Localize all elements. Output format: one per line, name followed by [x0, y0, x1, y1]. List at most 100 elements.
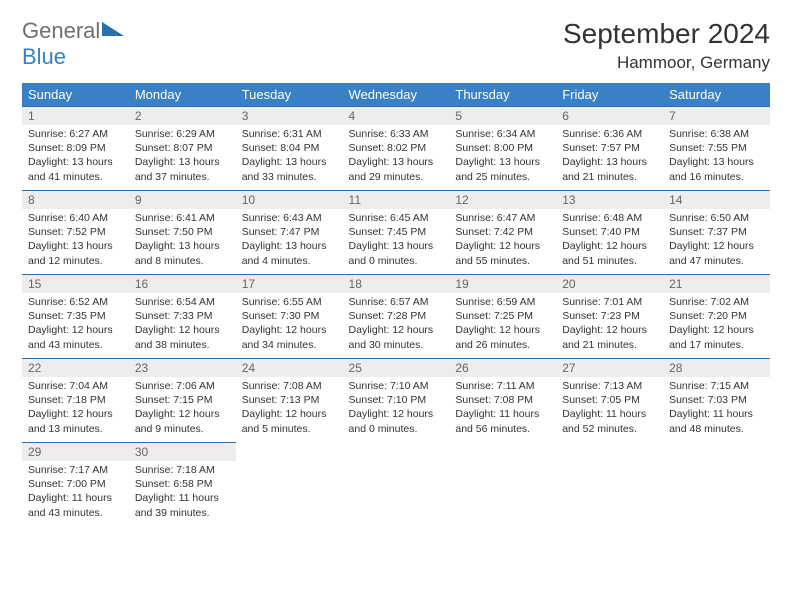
- calendar-cell: 1 Sunrise: 6:27 AMSunset: 8:09 PMDaylight…: [22, 106, 129, 190]
- calendar-cell: 11 Sunrise: 6:45 AMSunset: 7:45 PMDayligh…: [343, 190, 450, 274]
- brand-logo: General Blue: [22, 18, 124, 70]
- calendar-cell: 27 Sunrise: 7:13 AMSunset: 7:05 PMDayligh…: [556, 358, 663, 442]
- calendar-cell: 12 Sunrise: 6:47 AMSunset: 7:42 PMDayligh…: [449, 190, 556, 274]
- day-details: Sunrise: 6:38 AMSunset: 7:55 PMDaylight:…: [669, 127, 764, 184]
- calendar-cell: 8Sunrise: 6:40 AMSunset: 7:52 PMDaylight…: [22, 190, 129, 274]
- calendar-cell: 5Sunrise: 6:34 AMSunset: 8:00 PMDaylight…: [449, 106, 556, 190]
- calendar-row: 29Sunrise: 7:17 AMSunset: 7:00 PMDayligh…: [22, 442, 770, 526]
- calendar-cell: [663, 442, 770, 526]
- day-number: 7: [663, 106, 770, 125]
- calendar-row: 22 Sunrise: 7:04 AMSunset: 7:18 PMDayligh…: [22, 358, 770, 442]
- day-details: Sunrise: 7:11 AMSunset: 7:08 PMDaylight:…: [455, 379, 550, 436]
- calendar-row: 1 Sunrise: 6:27 AMSunset: 8:09 PMDaylight…: [22, 106, 770, 190]
- day-details: Sunrise: 6:36 AMSunset: 7:57 PMDaylight:…: [562, 127, 657, 184]
- weekday-header: Saturday: [663, 83, 770, 106]
- brand-triangle-icon: [102, 22, 124, 36]
- day-number: 12: [449, 190, 556, 209]
- day-number: 3: [236, 106, 343, 125]
- day-number: 4: [343, 106, 450, 125]
- day-details: Sunrise: 6:47 AMSunset: 7:42 PMDaylight:…: [455, 211, 550, 268]
- calendar-cell: 23 Sunrise: 7:06 AMSunset: 7:15 PMDayligh…: [129, 358, 236, 442]
- location-subtitle: Hammoor, Germany: [563, 53, 770, 73]
- day-number: 27: [556, 358, 663, 377]
- calendar-cell: 21Sunrise: 7:02 AMSunset: 7:20 PMDayligh…: [663, 274, 770, 358]
- calendar-cell: 19 Sunrise: 6:59 AMSunset: 7:25 PMDayligh…: [449, 274, 556, 358]
- calendar-cell: 15 Sunrise: 6:52 AMSunset: 7:35 PMDayligh…: [22, 274, 129, 358]
- day-details: Sunrise: 6:57 AMSunset: 7:28 PMDaylight:…: [349, 295, 444, 352]
- day-details: Sunrise: 6:27 AMSunset: 8:09 PMDaylight:…: [28, 127, 123, 184]
- day-details: Sunrise: 6:54 AMSunset: 7:33 PMDaylight:…: [135, 295, 230, 352]
- day-number: 11: [343, 190, 450, 209]
- day-details: Sunrise: 6:59 AMSunset: 7:25 PMDaylight:…: [455, 295, 550, 352]
- day-number: 23: [129, 358, 236, 377]
- calendar-body: 1 Sunrise: 6:27 AMSunset: 8:09 PMDaylight…: [22, 106, 770, 526]
- day-details: Sunrise: 6:55 AMSunset: 7:30 PMDaylight:…: [242, 295, 337, 352]
- day-details: Sunrise: 6:43 AMSunset: 7:47 PMDaylight:…: [242, 211, 337, 268]
- day-number: 15: [22, 274, 129, 293]
- day-number: 25: [343, 358, 450, 377]
- day-number: 6: [556, 106, 663, 125]
- calendar-cell: 3 Sunrise: 6:31 AMSunset: 8:04 PMDaylight…: [236, 106, 343, 190]
- calendar-row: 8Sunrise: 6:40 AMSunset: 7:52 PMDaylight…: [22, 190, 770, 274]
- calendar-cell: 14 Sunrise: 6:50 AMSunset: 7:37 PMDayligh…: [663, 190, 770, 274]
- calendar-cell: [236, 442, 343, 526]
- day-number: 18: [343, 274, 450, 293]
- brand-name-1: General: [22, 18, 100, 43]
- day-details: Sunrise: 6:33 AMSunset: 8:02 PMDaylight:…: [349, 127, 444, 184]
- day-details: Sunrise: 7:08 AMSunset: 7:13 PMDaylight:…: [242, 379, 337, 436]
- month-title: September 2024: [563, 18, 770, 50]
- calendar-cell: 7 Sunrise: 6:38 AMSunset: 7:55 PMDaylight…: [663, 106, 770, 190]
- day-details: Sunrise: 6:52 AMSunset: 7:35 PMDaylight:…: [28, 295, 123, 352]
- day-number: 9: [129, 190, 236, 209]
- day-number: 17: [236, 274, 343, 293]
- title-block: September 2024 Hammoor, Germany: [563, 18, 770, 73]
- day-number: 10: [236, 190, 343, 209]
- calendar-cell: 25 Sunrise: 7:10 AMSunset: 7:10 PMDayligh…: [343, 358, 450, 442]
- day-number: 28: [663, 358, 770, 377]
- calendar-cell: 18 Sunrise: 6:57 AMSunset: 7:28 PMDayligh…: [343, 274, 450, 358]
- day-details: Sunrise: 7:13 AMSunset: 7:05 PMDaylight:…: [562, 379, 657, 436]
- day-details: Sunrise: 6:31 AMSunset: 8:04 PMDaylight:…: [242, 127, 337, 184]
- calendar-cell: 13Sunrise: 6:48 AMSunset: 7:40 PMDayligh…: [556, 190, 663, 274]
- day-number: 13: [556, 190, 663, 209]
- calendar-cell: 26Sunrise: 7:11 AMSunset: 7:08 PMDayligh…: [449, 358, 556, 442]
- calendar-cell: 9 Sunrise: 6:41 AMSunset: 7:50 PMDaylight…: [129, 190, 236, 274]
- calendar-cell: 30 Sunrise: 7:18 AMSunset: 6:58 PMDayligh…: [129, 442, 236, 526]
- calendar-row: 15 Sunrise: 6:52 AMSunset: 7:35 PMDayligh…: [22, 274, 770, 358]
- day-details: Sunrise: 7:17 AMSunset: 7:00 PMDaylight:…: [28, 463, 123, 520]
- day-details: Sunrise: 7:06 AMSunset: 7:15 PMDaylight:…: [135, 379, 230, 436]
- weekday-header: Wednesday: [343, 83, 450, 106]
- day-number: 16: [129, 274, 236, 293]
- brand-name-2: Blue: [22, 44, 66, 69]
- calendar-cell: 10 Sunrise: 6:43 AMSunset: 7:47 PMDayligh…: [236, 190, 343, 274]
- weekday-header: Thursday: [449, 83, 556, 106]
- day-number: 1: [22, 106, 129, 125]
- day-details: Sunrise: 7:10 AMSunset: 7:10 PMDaylight:…: [349, 379, 444, 436]
- day-number: 8: [22, 190, 129, 209]
- day-details: Sunrise: 7:18 AMSunset: 6:58 PMDaylight:…: [135, 463, 230, 520]
- day-details: Sunrise: 6:45 AMSunset: 7:45 PMDaylight:…: [349, 211, 444, 268]
- day-number: 5: [449, 106, 556, 125]
- calendar-cell: 29Sunrise: 7:17 AMSunset: 7:00 PMDayligh…: [22, 442, 129, 526]
- calendar-cell: 17 Sunrise: 6:55 AMSunset: 7:30 PMDayligh…: [236, 274, 343, 358]
- day-number: 14: [663, 190, 770, 209]
- day-number: 24: [236, 358, 343, 377]
- calendar-table: Sunday Monday Tuesday Wednesday Thursday…: [22, 83, 770, 526]
- calendar-cell: [449, 442, 556, 526]
- day-details: Sunrise: 7:02 AMSunset: 7:20 PMDaylight:…: [669, 295, 764, 352]
- calendar-cell: 6 Sunrise: 6:36 AMSunset: 7:57 PMDaylight…: [556, 106, 663, 190]
- day-number: 2: [129, 106, 236, 125]
- day-details: Sunrise: 6:50 AMSunset: 7:37 PMDaylight:…: [669, 211, 764, 268]
- weekday-header: Tuesday: [236, 83, 343, 106]
- day-details: Sunrise: 7:04 AMSunset: 7:18 PMDaylight:…: [28, 379, 123, 436]
- calendar-cell: 2 Sunrise: 6:29 AMSunset: 8:07 PMDaylight…: [129, 106, 236, 190]
- day-number: 19: [449, 274, 556, 293]
- day-number: 22: [22, 358, 129, 377]
- calendar-cell: [343, 442, 450, 526]
- calendar-cell: 4 Sunrise: 6:33 AMSunset: 8:02 PMDaylight…: [343, 106, 450, 190]
- day-number: 30: [129, 442, 236, 461]
- weekday-header-row: Sunday Monday Tuesday Wednesday Thursday…: [22, 83, 770, 106]
- header: General Blue September 2024 Hammoor, Ger…: [22, 18, 770, 73]
- day-details: Sunrise: 6:29 AMSunset: 8:07 PMDaylight:…: [135, 127, 230, 184]
- day-details: Sunrise: 6:41 AMSunset: 7:50 PMDaylight:…: [135, 211, 230, 268]
